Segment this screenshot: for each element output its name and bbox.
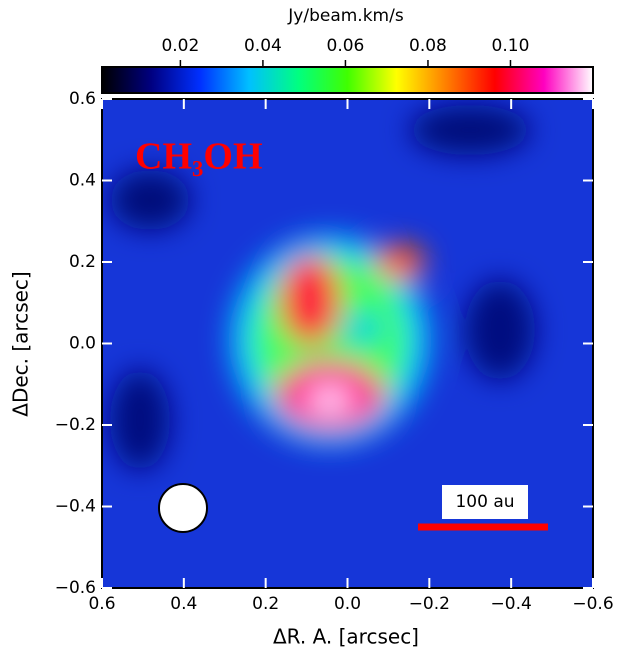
scalebar-label: 100 au bbox=[455, 492, 514, 512]
colorbar-tick-label: 0.04 bbox=[244, 36, 282, 56]
y-axis-label: ΔDec. [arcsec] bbox=[9, 271, 33, 416]
emission-map bbox=[102, 99, 593, 588]
colorbar-tick-label: 0.10 bbox=[492, 36, 530, 56]
x-tick-label: 0.6 bbox=[88, 594, 115, 614]
scalebar-box bbox=[442, 485, 528, 519]
x-tick-label: 0.4 bbox=[170, 594, 197, 614]
beam bbox=[158, 483, 208, 533]
x-tick-label: −0.6 bbox=[572, 594, 613, 614]
x-axis-label: ΔR. A. [arcsec] bbox=[273, 625, 419, 649]
y-tick-label: −0.2 bbox=[55, 415, 96, 435]
y-tick-label: 0.6 bbox=[69, 89, 96, 109]
x-tick-label: 0.0 bbox=[334, 594, 361, 614]
x-tick-label: −0.2 bbox=[409, 594, 450, 614]
colorbar-label: Jy/beam.km/s bbox=[287, 6, 404, 26]
y-tick-label: −0.6 bbox=[55, 578, 96, 598]
y-tick-label: 0.2 bbox=[69, 252, 96, 272]
colorbar-tick-label: 0.06 bbox=[327, 36, 365, 56]
colorbar-tick-label: 0.02 bbox=[161, 36, 199, 56]
colorbar-tick-label: 0.08 bbox=[409, 36, 447, 56]
y-tick-label: −0.4 bbox=[55, 497, 96, 517]
colorbar bbox=[101, 66, 594, 94]
y-tick-label: 0.0 bbox=[69, 334, 96, 354]
x-tick-label: −0.4 bbox=[491, 594, 532, 614]
y-tick-label: 0.4 bbox=[69, 171, 96, 191]
x-tick-label: 0.2 bbox=[252, 594, 279, 614]
annotation: CH₃OH bbox=[135, 136, 263, 178]
